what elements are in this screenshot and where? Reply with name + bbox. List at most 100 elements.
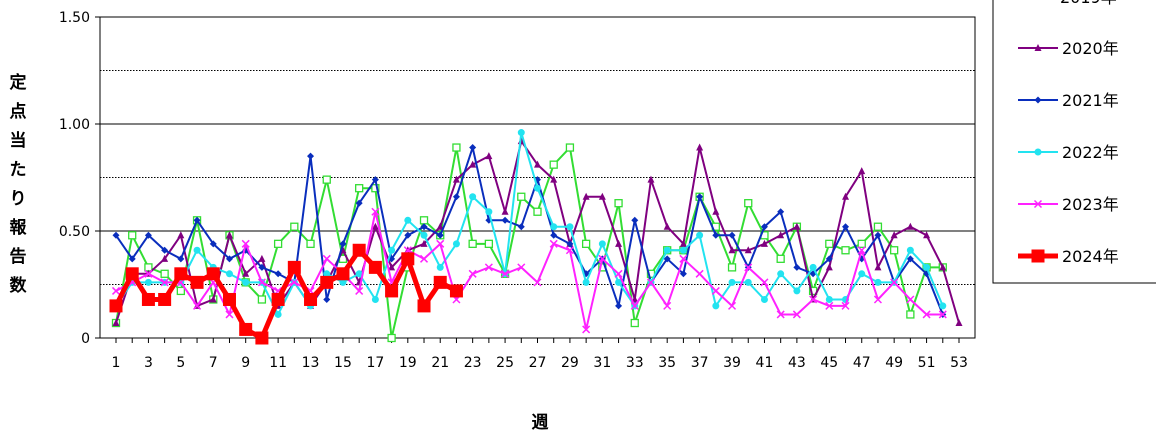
data-point (582, 192, 590, 200)
x-tick-label: 47 (853, 355, 871, 371)
data-point (193, 301, 202, 310)
data-point (419, 254, 429, 263)
data-point (566, 223, 574, 231)
data-point (468, 269, 477, 278)
legend-label: 2019年 (1060, 0, 1117, 7)
x-tick-label: 15 (334, 355, 352, 371)
data-point (404, 216, 412, 224)
legend-marker (1034, 44, 1042, 51)
data-point (550, 175, 558, 183)
x-tick-label: 35 (658, 355, 676, 371)
x-tick-label: 3 (144, 355, 153, 371)
data-point (582, 278, 590, 286)
data-point (176, 286, 185, 296)
data-point (825, 301, 834, 310)
data-point (646, 278, 656, 287)
data-point (371, 222, 379, 230)
data-point (760, 295, 768, 303)
data-point (206, 267, 220, 281)
data-point (404, 231, 412, 239)
data-point (436, 239, 445, 248)
data-point (420, 239, 428, 247)
data-point (566, 240, 574, 248)
data-point (239, 322, 253, 336)
data-point (906, 222, 914, 230)
data-point (111, 286, 121, 295)
x-tick-label: 11 (269, 355, 287, 371)
series-line (113, 247, 458, 341)
data-point (923, 231, 931, 239)
data-point (922, 310, 931, 319)
data-point (209, 295, 217, 303)
x-tick-label: 31 (593, 355, 611, 371)
data-point (792, 310, 801, 319)
data-point (177, 255, 185, 263)
data-point (793, 222, 801, 230)
data-point (193, 246, 201, 254)
data-point (744, 263, 753, 272)
data-point (777, 208, 785, 216)
data-point (274, 310, 282, 318)
x-tick-label: 19 (399, 355, 417, 371)
data-point (160, 278, 169, 287)
data-point (304, 292, 318, 306)
legend-label: 2020年 (1062, 39, 1119, 58)
data-point (452, 143, 461, 152)
x-tick-label: 23 (464, 355, 482, 371)
x-tick-label: 29 (561, 355, 579, 371)
data-point (842, 192, 850, 200)
data-point (842, 223, 850, 231)
data-point (501, 269, 510, 278)
data-point (533, 278, 542, 287)
data-point (890, 278, 899, 287)
data-point (533, 207, 542, 216)
series-line (115, 146, 943, 339)
y-tick-label: 0 (81, 331, 90, 347)
data-point (565, 246, 574, 255)
data-point (873, 222, 883, 231)
data-point (484, 239, 494, 248)
x-tick-label: 49 (885, 355, 903, 371)
data-point (368, 260, 382, 274)
data-point (420, 223, 428, 231)
data-point (225, 255, 233, 263)
data-point (825, 263, 833, 271)
data-point (663, 255, 671, 263)
data-point (712, 207, 720, 215)
data-point (452, 240, 460, 248)
data-point (161, 254, 169, 262)
data-point (222, 292, 236, 306)
data-point (679, 239, 687, 247)
data-point (339, 240, 347, 248)
data-point (874, 263, 882, 271)
data-point (857, 246, 866, 255)
data-point (809, 263, 817, 271)
data-point (517, 129, 525, 137)
data-point (417, 299, 431, 313)
data-point (744, 278, 752, 286)
data-point (615, 278, 623, 286)
data-point (938, 310, 947, 319)
y-axis-label-char: 当 (10, 130, 27, 151)
data-point (679, 254, 688, 263)
data-point (257, 278, 266, 287)
data-point (857, 239, 866, 248)
data-point (387, 333, 396, 343)
data-point (679, 246, 687, 254)
legend-marker (1034, 148, 1042, 156)
data-point (258, 254, 266, 262)
data-point (161, 246, 169, 254)
data-point (825, 239, 834, 248)
data-point (615, 239, 623, 247)
series-2022年 (112, 129, 947, 318)
data-point (549, 160, 558, 169)
data-point (841, 301, 850, 310)
data-point (371, 176, 379, 184)
data-point (760, 278, 769, 287)
legend: 2019年 2020年 2021年 2022年 2023年 2024年 (992, 0, 1156, 284)
data-point (663, 301, 672, 310)
data-point (906, 310, 915, 319)
x-tick-label: 13 (302, 355, 320, 371)
data-point (728, 231, 736, 239)
data-point (679, 270, 687, 278)
